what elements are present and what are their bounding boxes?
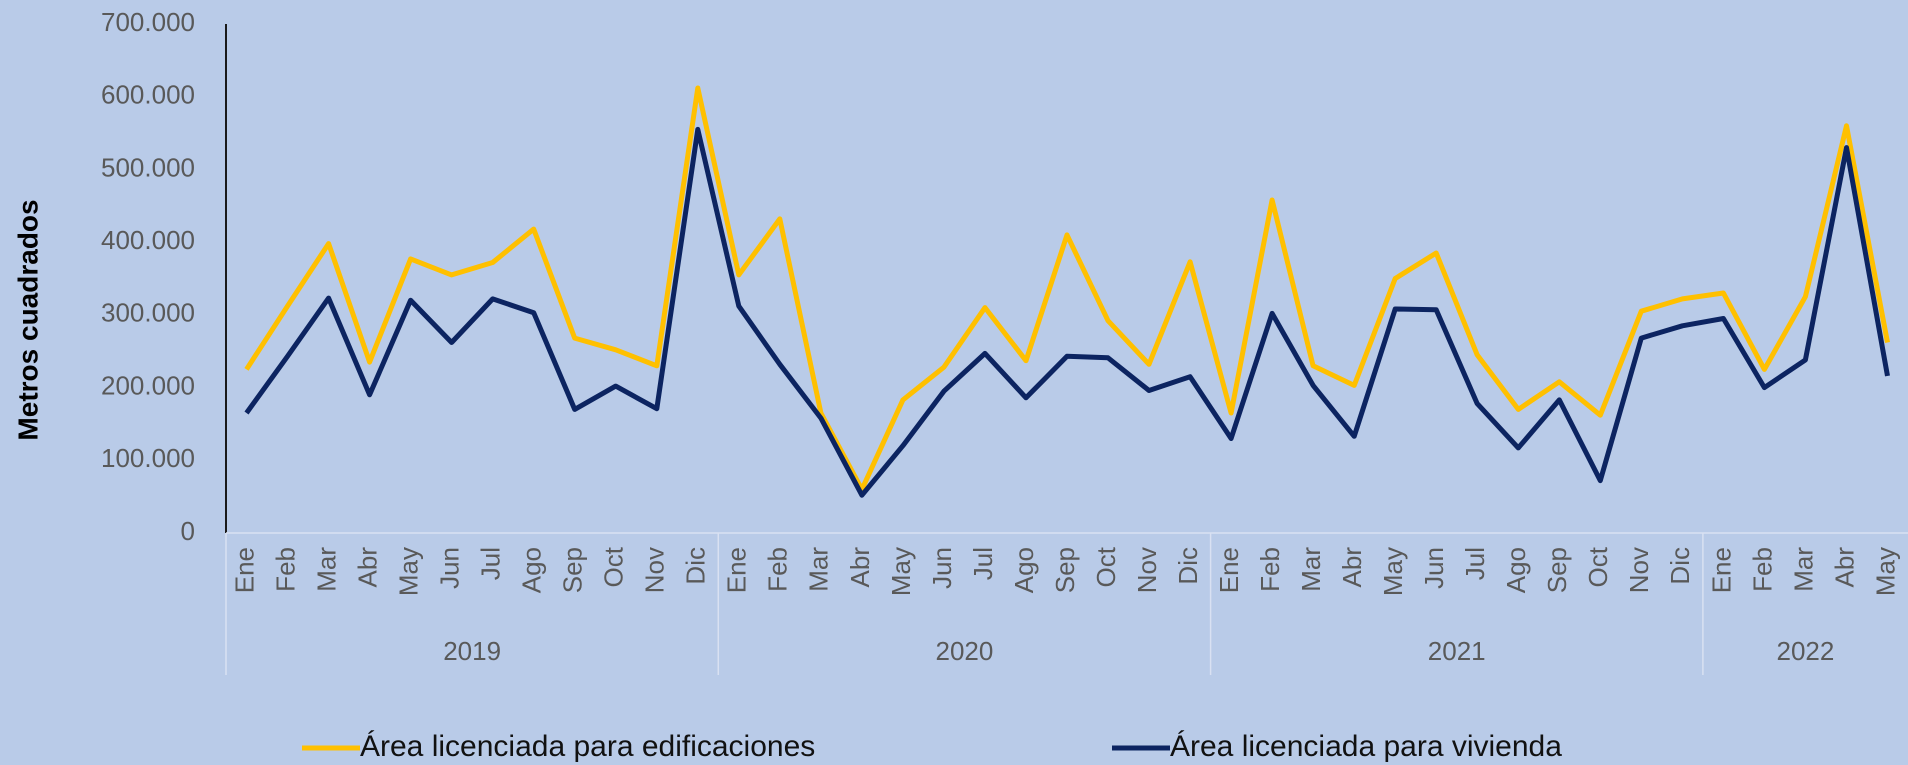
- x-tick-label: Feb: [270, 547, 300, 592]
- legend-text: Área licenciada para edificaciones: [360, 730, 815, 763]
- series-line: [244, 85, 1890, 492]
- x-tick-label: Mar: [804, 547, 834, 592]
- x-tick-label: May: [1870, 547, 1900, 596]
- x-tick-label: Oct: [599, 546, 629, 587]
- x-tick-label: Ene: [1706, 547, 1736, 593]
- x-tick-label: Mar: [1788, 547, 1818, 592]
- y-tick-label: 400.000: [101, 225, 195, 255]
- x-tick-label: Nov: [640, 547, 670, 593]
- x-tick-label: Abr: [352, 547, 382, 588]
- x-tick-label: Nov: [1132, 547, 1162, 593]
- x-tick-label: Ago: [1501, 547, 1531, 593]
- y-tick-label: 500.000: [101, 152, 195, 182]
- group-label: 2022: [1777, 636, 1835, 666]
- x-tick-label: Nov: [1624, 547, 1654, 593]
- x-tick-label: Dic: [1665, 547, 1695, 585]
- y-axis-title: Metros cuadrados: [12, 199, 43, 440]
- y-tick-label: 300.000: [101, 298, 195, 328]
- x-tick-label: Sep: [1050, 547, 1080, 593]
- x-tick-label: Ago: [517, 547, 547, 593]
- x-tick-label: Jul: [968, 547, 998, 580]
- x-tick-label: Oct: [1091, 546, 1121, 587]
- x-tick-label: Ago: [1009, 547, 1039, 593]
- x-tick-label: Abr: [845, 547, 875, 588]
- x-tick-label: Jun: [1419, 547, 1449, 589]
- y-tick-label: 700.000: [101, 7, 195, 37]
- x-tick-label: Mar: [311, 547, 341, 592]
- x-tick-label: Feb: [1747, 547, 1777, 592]
- x-tick-label: Sep: [558, 547, 588, 593]
- group-label: 2019: [443, 636, 501, 666]
- x-tick-label: Sep: [1542, 547, 1572, 593]
- series-line: [244, 126, 1890, 498]
- x-tick-label: Dic: [681, 547, 711, 585]
- legend-text: Área licenciada para vivienda: [1170, 730, 1562, 763]
- y-tick-label: 600.000: [101, 80, 195, 110]
- y-tick-label: 200.000: [101, 370, 195, 400]
- x-tick-label: Jul: [476, 547, 506, 580]
- y-tick-label: 100.000: [101, 443, 195, 473]
- x-tick-label: Feb: [763, 547, 793, 592]
- x-tick-label: Jun: [927, 547, 957, 589]
- x-tick-label: Ene: [229, 547, 259, 593]
- x-tick-label: Abr: [1829, 547, 1859, 588]
- y-tick-label: 0: [181, 516, 195, 546]
- group-label: 2020: [936, 636, 994, 666]
- x-tick-label: Abr: [1337, 547, 1367, 588]
- x-tick-label: Mar: [1296, 547, 1326, 592]
- x-tick-label: Jul: [1460, 547, 1490, 580]
- x-tick-label: Feb: [1255, 547, 1285, 592]
- x-tick-label: Ene: [722, 547, 752, 593]
- x-tick-label: May: [886, 547, 916, 596]
- x-tick-label: Ene: [1214, 547, 1244, 593]
- x-tick-label: Jun: [435, 547, 465, 589]
- x-tick-label: May: [1378, 547, 1408, 596]
- x-tick-label: Oct: [1583, 546, 1613, 587]
- x-tick-label: Dic: [1173, 547, 1203, 585]
- group-label: 2021: [1428, 636, 1486, 666]
- x-tick-label: May: [393, 547, 423, 596]
